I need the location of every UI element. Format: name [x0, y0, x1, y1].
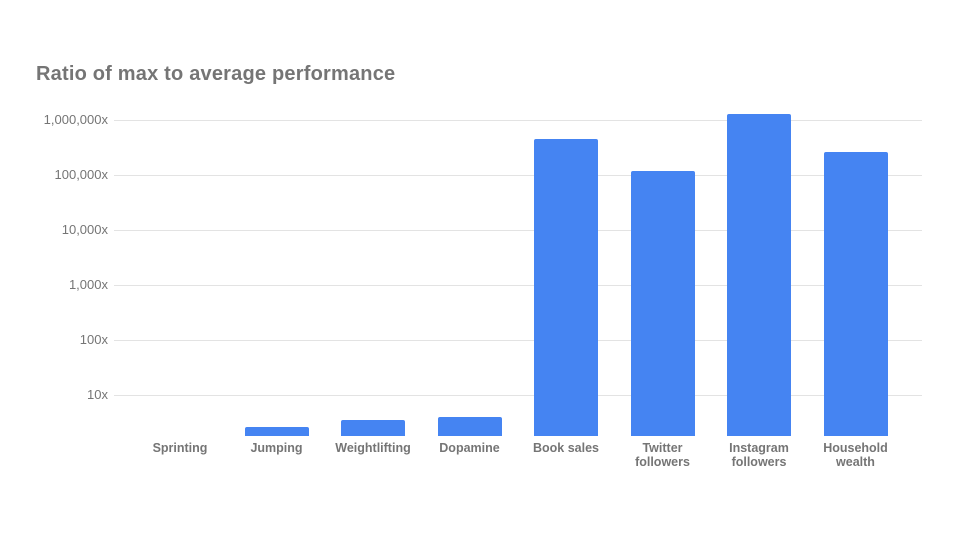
gridline — [114, 285, 922, 286]
y-axis-tick-label: 100x — [79, 332, 108, 347]
bar-dopamine — [437, 416, 502, 436]
y-axis-tick-label: 10,000x — [61, 222, 108, 237]
y-axis-tick-label: 1,000,000x — [43, 112, 108, 127]
chart-title: Ratio of max to average performance — [36, 63, 396, 85]
x-axis-label-dopamine: Dopamine — [439, 441, 500, 455]
y-axis-tick-label: 1,000x — [68, 277, 108, 292]
bar-twitter-followers — [630, 170, 695, 436]
x-axis-label-household-wealth: Household wealth — [823, 441, 888, 469]
x-axis-label-sprinting: Sprinting — [152, 441, 208, 455]
x-axis-label-weightlifting: Weightlifting — [335, 441, 411, 455]
x-axis-label-jumping: Jumping — [250, 441, 303, 455]
bar-jumping — [244, 427, 309, 436]
gridline — [114, 395, 922, 396]
gridline — [114, 340, 922, 341]
x-axis-label-twitter-followers: Twitter followers — [635, 441, 690, 469]
x-axis-label-instagram-followers: Instagram followers — [729, 441, 789, 469]
gridline — [114, 175, 922, 176]
y-axis-tick-label: 100,000x — [54, 167, 109, 182]
bar-weightlifting — [341, 420, 405, 436]
y-axis-tick-label: 10x — [87, 387, 108, 402]
bar-instagram-followers — [727, 113, 791, 436]
gridline — [114, 230, 922, 231]
bar-household-wealth — [823, 152, 888, 436]
gridline — [114, 120, 922, 121]
x-axis-label-book-sales: Book sales — [532, 441, 599, 455]
bar-book-sales — [534, 139, 598, 436]
